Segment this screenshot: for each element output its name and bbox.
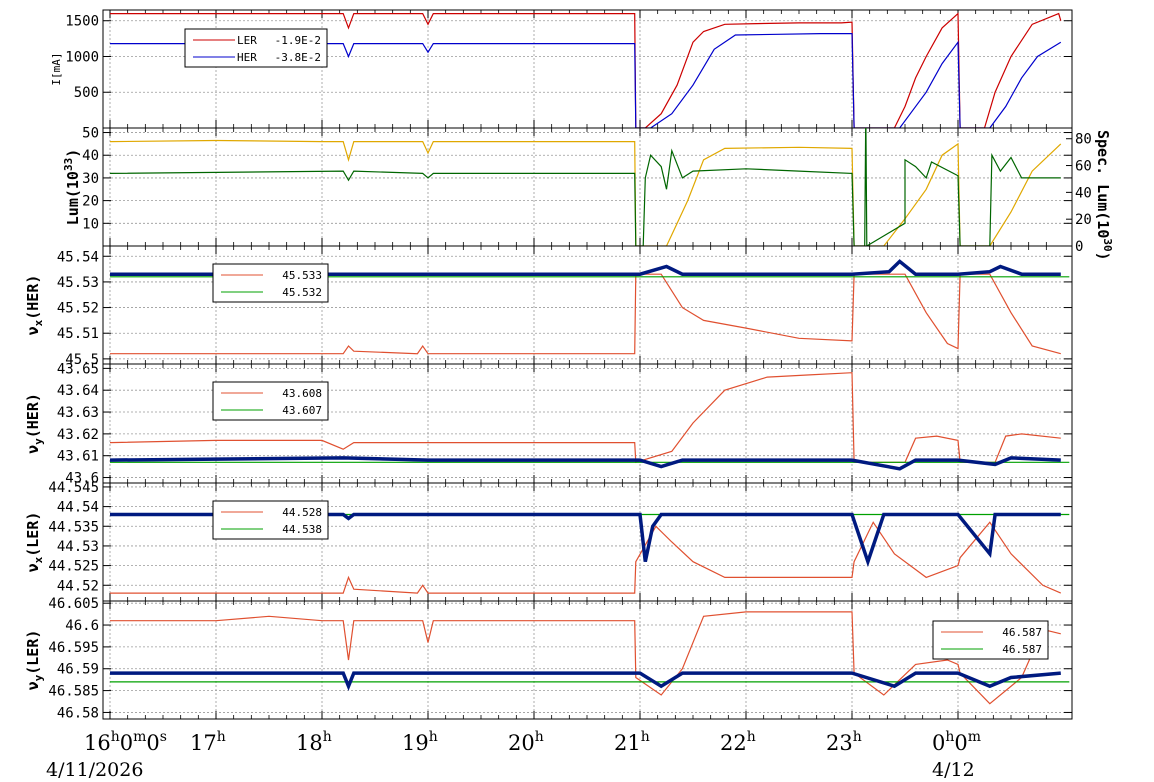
y-tick-label: 46.58 [57, 705, 99, 721]
legend-value: 44.538 [282, 523, 322, 536]
y-tick-label: 46.585 [48, 684, 99, 700]
y-tick-label: 20 [82, 194, 99, 210]
series-line [110, 512, 1061, 568]
time-tick-label: 19h [402, 729, 438, 755]
legend-label: LER [237, 34, 257, 47]
legend-value: 43.607 [282, 404, 322, 417]
time-tick-label: 17h [190, 729, 226, 755]
legend-value: 45.533 [282, 269, 322, 282]
y-tick-label: 44.535 [48, 519, 99, 535]
y2-tick-label: 80 [1075, 132, 1092, 148]
series-line [110, 32, 1062, 128]
y-tick-label: 45.51 [57, 326, 99, 342]
series-line [109, 456, 1061, 471]
time-tick-label: 23h [826, 729, 862, 755]
series-line [110, 259, 1061, 276]
legend: 46.587 46.587 [932, 620, 1049, 660]
legend-value: -1.9E-2 [275, 34, 321, 47]
y-tick-label: 46.595 [48, 640, 99, 656]
y-tick-label: 43.65 [57, 361, 99, 377]
legend: 43.608 43.607 [212, 381, 329, 421]
time-tick-label: 18h [296, 729, 332, 755]
y-tick-label: 46.605 [48, 596, 99, 612]
y-tick-label: 44.545 [48, 480, 99, 496]
series-line [109, 128, 1061, 246]
y-axis-label: νy(LER) [24, 630, 45, 691]
time-tick-label: 16h0m0s [84, 729, 167, 755]
panel-frame [102, 9, 1073, 129]
y-tick-label: 43.61 [57, 449, 99, 465]
date-label: 4/12 [932, 759, 975, 781]
series-line [110, 611, 1061, 705]
y-tick-label: 44.525 [48, 559, 99, 575]
y-tick-label: 45.54 [57, 249, 99, 265]
y-tick-label: 46.6 [65, 618, 99, 634]
panel-frame [102, 127, 1073, 247]
legend-box [184, 28, 328, 68]
panel-4: 44.52 44.525 44.53 44.535 44.54 44.545νx(LER)… [24, 480, 1073, 602]
legend-value: -3.8E-2 [275, 51, 321, 64]
series-line [109, 139, 1062, 246]
y-tick-label: 40 [82, 148, 99, 164]
y-tick-label: 44.53 [57, 539, 99, 555]
y-tick-label: 45.53 [57, 275, 99, 291]
y-tick-label: 43.63 [57, 405, 99, 421]
legend-value: 46.587 [1002, 643, 1042, 656]
y2-axis-label: Spec. Lum(1030) [1094, 130, 1114, 261]
y-tick-label: 50 [82, 126, 99, 142]
y-axis-label: νy(HER) [24, 393, 45, 454]
y-tick-label: 45.5 [65, 352, 99, 368]
legend-box [212, 263, 329, 303]
time-tick-label: 21h [614, 729, 650, 755]
y-tick-label: 30 [82, 171, 99, 187]
y2-tick-label: 0 [1075, 239, 1083, 255]
y-tick-label: 43.64 [57, 383, 99, 399]
time-tick-label: 20h [508, 729, 544, 755]
panel-3: 43.6 43.61 43.62 43.63 43.64 43.65 νy(HER) 43.6… [24, 361, 1073, 487]
y-tick-label: 1000 [65, 49, 99, 65]
legend-value: 45.532 [282, 286, 322, 299]
y-tick-label: 44.52 [57, 578, 99, 594]
time-axis: 16h0m0s 17h 18h 19h 20h 21h 22h 23h 0h0m 4/11/202… [46, 729, 981, 781]
series-line [110, 521, 1062, 594]
series-line [110, 671, 1061, 691]
y-axis-label: νx(HER) [24, 275, 45, 336]
y2-tick-label: 40 [1075, 185, 1092, 201]
y-tick-label: 500 [74, 85, 99, 101]
y2-tick-label: 20 [1075, 212, 1092, 228]
y-tick-label: 43.62 [57, 427, 99, 443]
y-tick-label: 1500 [65, 14, 99, 30]
y-axis-label: I[mA] [50, 52, 63, 85]
date-label: 4/11/2026 [46, 759, 143, 781]
legend-box [212, 381, 329, 421]
panel-frame [102, 600, 1073, 720]
y-tick-label: 44.54 [57, 500, 99, 516]
y-axis-label: νx(LER) [24, 512, 45, 573]
y-tick-label: 45.52 [57, 301, 99, 317]
legend-label: HER [237, 51, 257, 64]
legend-box [212, 500, 329, 540]
series-line [110, 12, 1062, 128]
y2-tick-label: 60 [1075, 159, 1092, 175]
y-tick-label: 46.59 [57, 662, 99, 678]
legend-value: 46.587 [1002, 626, 1042, 639]
y-axis-label: Lum(1033) [62, 149, 82, 225]
panel-1: 10 20 30 40 50 0 20 40 60 80 Spec. Lum(1030) Lum(10… [62, 126, 1114, 261]
time-tick-label: 0h0m [932, 729, 981, 755]
y-tick-label: 10 [82, 216, 99, 232]
panel-0: 500 1000 1500 I[mA] LER -1.9E-2 HER -3.8E-2 [50, 9, 1073, 129]
y-tick-label: 43.6 [65, 471, 99, 487]
time-tick-label: 22h [720, 729, 756, 755]
panel-5: 46.58 46.585 46.59 46.595 46.6 46.605 νy(LER) 4… [24, 596, 1073, 721]
legend-value: 44.528 [282, 506, 322, 519]
legend: 45.533 45.532 [212, 263, 329, 303]
legend: LER -1.9E-2 HER -3.8E-2 [184, 28, 328, 68]
legend: 44.528 44.538 [212, 500, 329, 540]
legend-box [932, 620, 1049, 660]
legend-value: 43.608 [282, 387, 322, 400]
